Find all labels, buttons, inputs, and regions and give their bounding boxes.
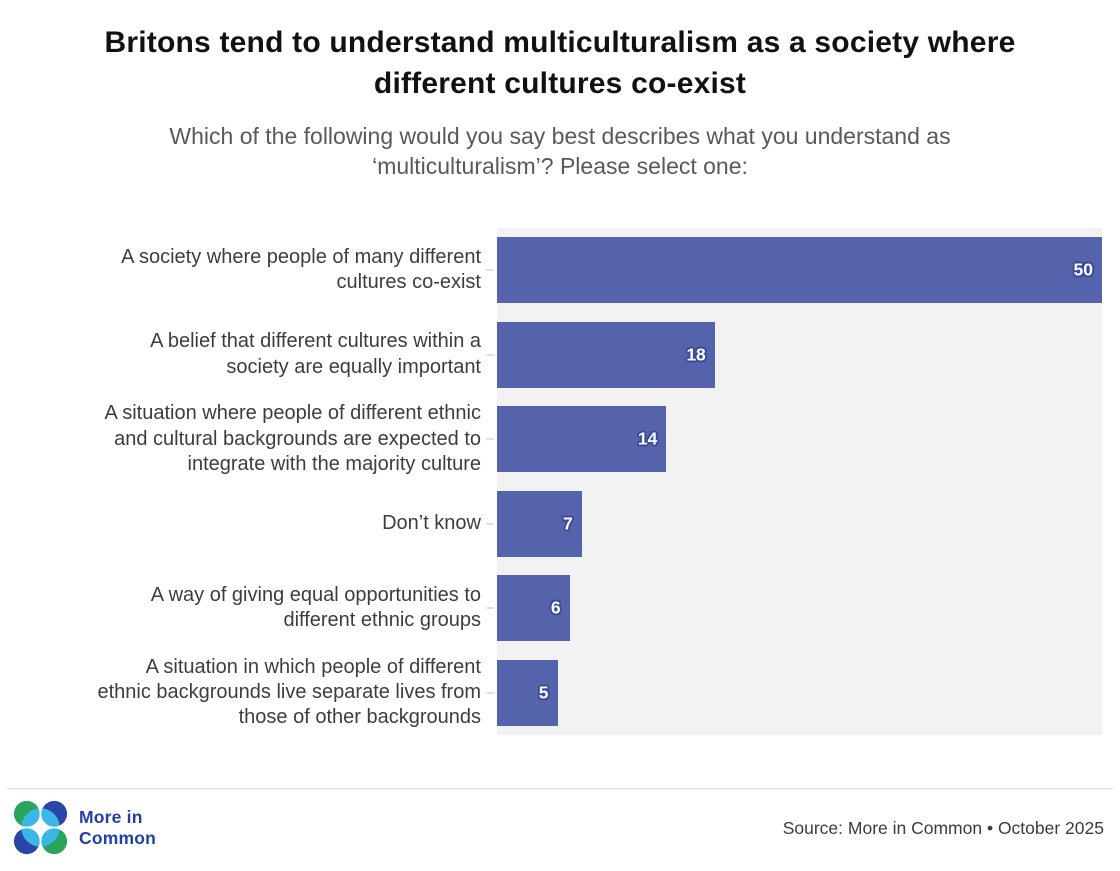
chart-title: Britons tend to understand multicultural…: [104, 26, 1016, 101]
logo-icon: [13, 800, 68, 855]
chart-row: A way of giving equal opportunities to d…: [0, 566, 1102, 651]
axis-tick: [486, 353, 494, 356]
category-label: A situation where people of different et…: [0, 397, 497, 482]
bar-track: 14: [497, 397, 1102, 482]
bar-track: 5: [497, 651, 1102, 736]
category-label: Don’t know: [0, 482, 497, 567]
chart-row: A society where people of many different…: [0, 228, 1102, 313]
bar: 14: [497, 406, 667, 473]
bar-track: 7: [497, 482, 1102, 567]
bar-value-label: 6: [550, 597, 561, 618]
bar-value-label: 18: [686, 344, 706, 365]
chart-row: A situation in which people of different…: [0, 651, 1102, 736]
chart-rows: A society where people of many different…: [0, 228, 1102, 735]
bar-value-label: 7: [562, 513, 573, 534]
category-label: A society where people of many different…: [0, 228, 497, 313]
chart-row: Don’t know 7: [0, 482, 1102, 567]
source-text: Source: More in Common • October 2025: [782, 818, 1104, 838]
bar-chart: A society where people of many different…: [0, 228, 1102, 735]
logo-wordmark: More in Common: [79, 806, 157, 848]
category-label: A belief that different cultures within …: [0, 313, 497, 398]
more-in-common-logo: More in Common: [13, 799, 156, 856]
axis-tick: [486, 691, 494, 694]
chart-subtitle: Which of the following would you say bes…: [169, 123, 951, 179]
axis-tick: [486, 607, 494, 610]
footer-divider: [7, 788, 1113, 789]
category-label: A situation in which people of different…: [0, 651, 497, 736]
bar: 7: [497, 490, 582, 557]
bar-track: 18: [497, 313, 1102, 398]
plot-background: [497, 228, 1102, 735]
bar-value-label: 5: [538, 682, 549, 703]
bar-track: 6: [497, 566, 1102, 651]
axis-tick: [486, 438, 494, 441]
bar-value-label: 50: [1073, 259, 1093, 280]
bar: 50: [497, 237, 1102, 304]
chart-row: A belief that different cultures within …: [0, 313, 1102, 398]
axis-tick: [486, 522, 494, 525]
bar-track: 50: [497, 228, 1102, 313]
bar: 6: [497, 575, 570, 642]
axis-tick: [486, 269, 494, 272]
bar: 5: [497, 659, 558, 726]
bar-value-label: 14: [637, 428, 658, 449]
category-label: A way of giving equal opportunities to d…: [0, 566, 497, 651]
bar: 18: [497, 321, 715, 388]
chart-row: A situation where people of different et…: [0, 397, 1102, 482]
